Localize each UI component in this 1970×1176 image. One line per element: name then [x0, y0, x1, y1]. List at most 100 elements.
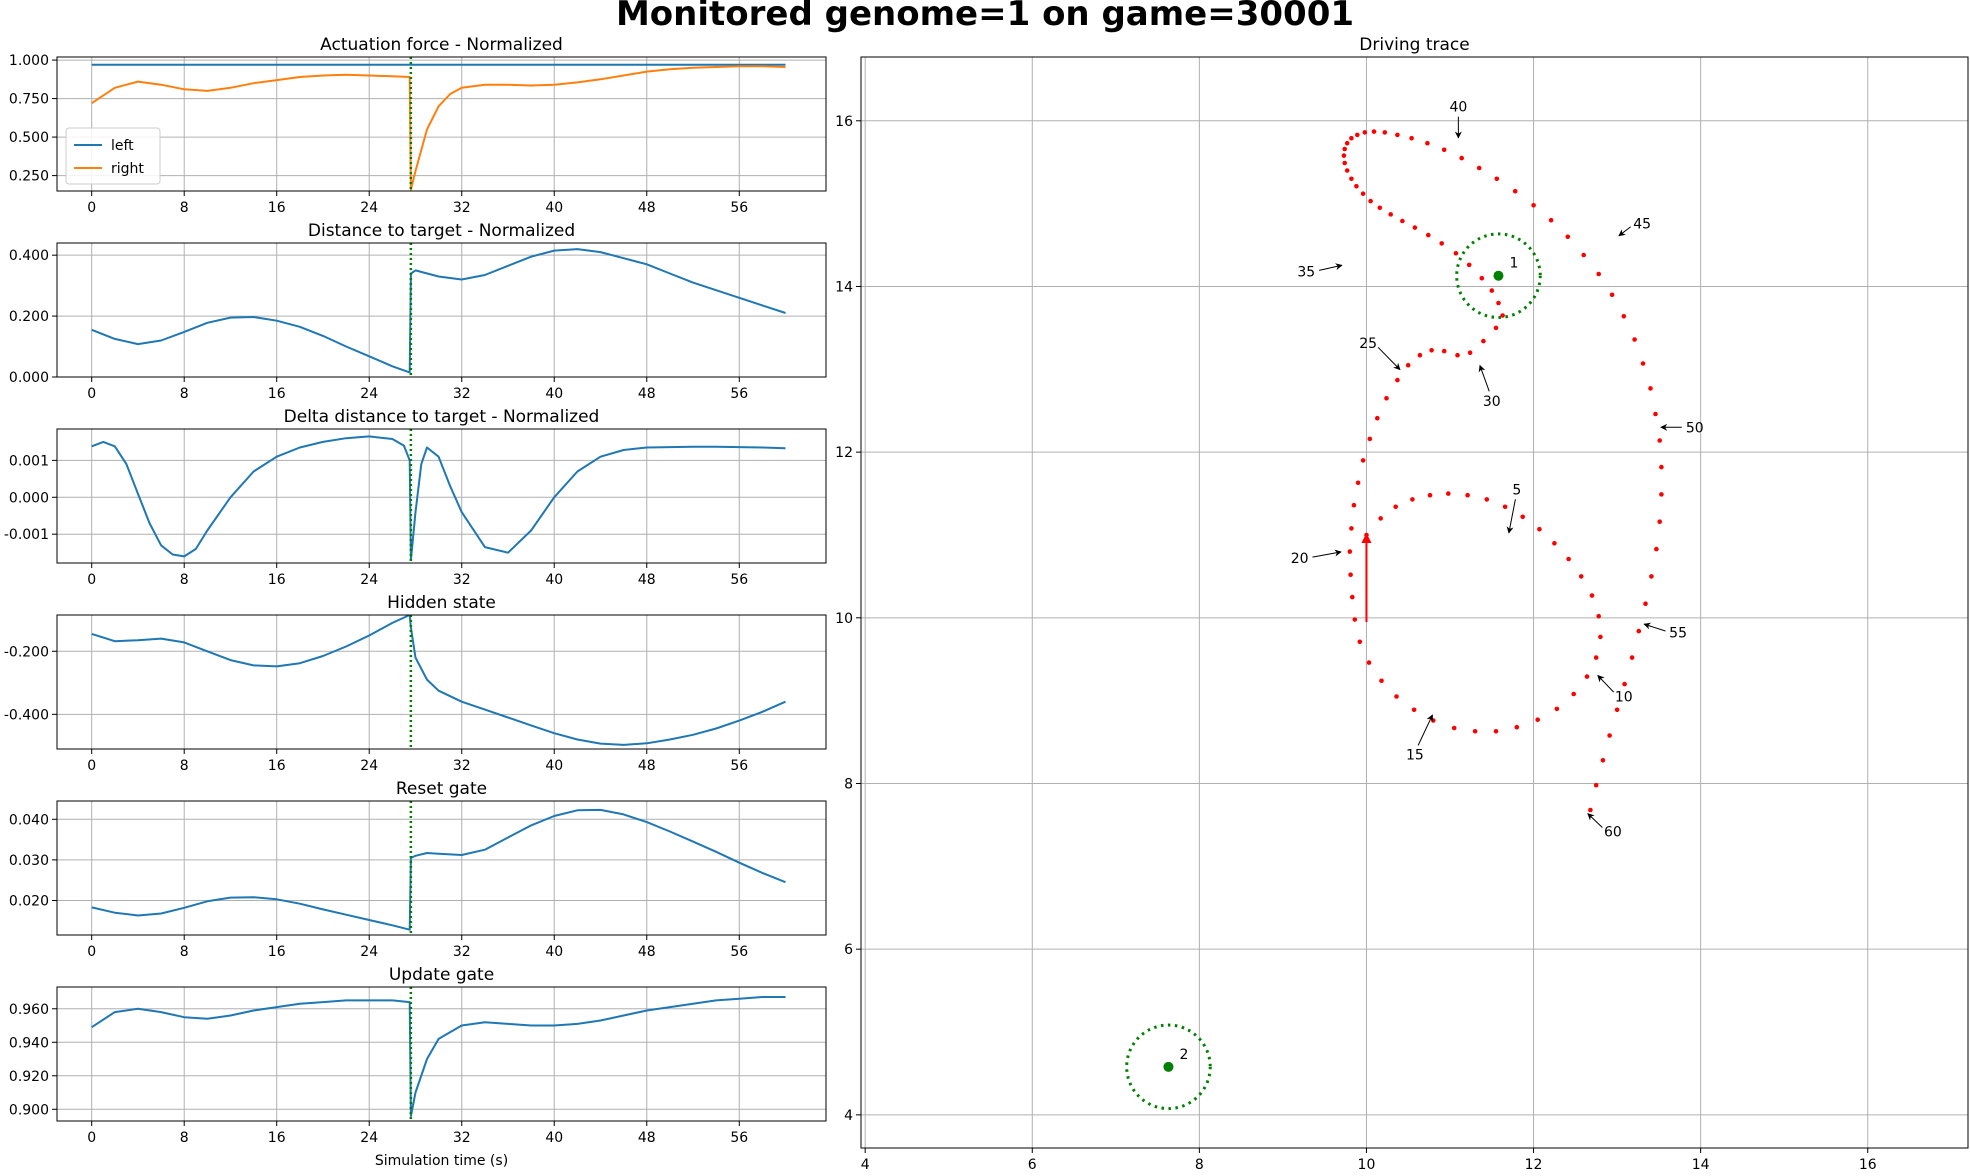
x-tick-label: 16 [268, 1130, 286, 1146]
y-tick-label: 6 [844, 942, 853, 958]
axis-ticks: 0 8 16 24 32 40 48 56 0.250 0.500 0.750 1.000 [9, 53, 826, 216]
x-tick-label: 48 [638, 200, 656, 216]
trace-point [1411, 707, 1417, 713]
y-tick-label: 1.000 [9, 53, 49, 69]
trace-point [1548, 217, 1554, 223]
y-tick-label: 0.500 [9, 130, 49, 146]
trace-point [1410, 497, 1415, 502]
trace-point [1441, 147, 1447, 153]
trace-point [1500, 313, 1505, 318]
x-tick-label: 48 [638, 758, 656, 774]
y-tick-label: 0.960 [9, 1002, 49, 1018]
annotation-label: 45 [1633, 217, 1651, 233]
trace-point [1453, 251, 1459, 256]
trace-point [1352, 617, 1358, 622]
x-tick-label: 16 [268, 572, 286, 588]
trace-point [1459, 155, 1464, 161]
trace-point [1354, 183, 1359, 189]
trace-point [1355, 132, 1360, 138]
annotation-label: 40 [1449, 100, 1467, 116]
x-tick-label: 48 [638, 1130, 656, 1146]
x-tick-label: 32 [453, 386, 471, 402]
axes-frame [56, 242, 827, 378]
x-tick-label: 40 [545, 758, 563, 774]
trace-point [1348, 572, 1353, 577]
annotation-label: 30 [1483, 394, 1501, 410]
series-line-value [91, 615, 786, 746]
trace-point [1643, 601, 1648, 606]
x-tick-label: 16 [268, 944, 286, 960]
y-tick-label: -0.001 [4, 527, 49, 543]
y-tick-label: 0.940 [9, 1035, 49, 1051]
trace-point [1571, 691, 1576, 697]
trace-point [1378, 516, 1383, 521]
y-tick-label: 4 [844, 1108, 853, 1124]
x-tick-label: 40 [545, 200, 563, 216]
y-tick-label: 0.920 [9, 1069, 49, 1085]
target-label: 1 [1509, 256, 1518, 272]
trace-point [1653, 411, 1658, 417]
trace-point [1648, 386, 1653, 391]
trace-point [1614, 707, 1620, 713]
trace-point [1355, 480, 1361, 486]
x-tick-label: 8 [1195, 1157, 1204, 1173]
trace-point [1502, 504, 1508, 510]
legend-label-right: right [111, 161, 144, 177]
trace-point [1344, 140, 1350, 146]
trace-point [1431, 718, 1436, 723]
annotation-label: 5 [1512, 482, 1521, 498]
annotation-arrow [1587, 813, 1603, 828]
axis-ticks: 0 8 16 24 32 40 48 56 0.020 0.030 0.040 [9, 801, 826, 960]
trace-point [1465, 492, 1470, 498]
trace-point [1393, 504, 1398, 510]
figure-title: Monitored genome=1 on game=30001 [615, 0, 1355, 34]
trace-point [1367, 436, 1373, 442]
axis-ticks: 0 8 16 24 32 40 48 56 0.900 0.920 0.940 0.960 [9, 987, 826, 1146]
trace-point [1366, 660, 1372, 665]
trace-point [1360, 191, 1366, 196]
x-tick-label: 16 [268, 386, 286, 402]
trace-point [1484, 497, 1490, 502]
y-tick-label: 16 [835, 114, 853, 130]
series-line-value [91, 248, 786, 374]
x-tick-label: 8 [180, 386, 189, 402]
axis-ticks: 0 8 16 24 32 40 48 56 -0.001 0.000 0.001 [4, 429, 826, 588]
annotation-arrow [1319, 263, 1343, 271]
trace-point [1531, 203, 1536, 208]
trace-point [1622, 681, 1627, 687]
trace-point [1417, 352, 1423, 358]
axes-frame [56, 614, 827, 750]
trace-point [1481, 338, 1486, 344]
x-tick-label: 56 [730, 386, 748, 402]
trace-point [1494, 176, 1500, 182]
x-tick-label: 8 [180, 944, 189, 960]
trace-point [1472, 729, 1478, 734]
x-tick-label: 24 [360, 386, 378, 402]
trace-point [1607, 733, 1612, 738]
y-tick-label: -0.400 [4, 707, 49, 723]
actuation-force-subplot: Actuation force - Normalized 0 8 16 24 32 40 4… [9, 35, 827, 216]
trace-point [1489, 288, 1495, 293]
x-tick-label: 32 [453, 758, 471, 774]
x-tick-label: 48 [638, 944, 656, 960]
trace-point [1395, 132, 1400, 138]
annotation-label: 20 [1291, 551, 1309, 567]
trace-point [1347, 549, 1353, 554]
trace-point [1565, 234, 1571, 240]
chart-title: Distance to target - Normalized [308, 221, 575, 241]
trace-point [1426, 232, 1431, 238]
trace-point [1535, 717, 1540, 722]
trace-point [1584, 674, 1590, 679]
chart-title: Reset gate [396, 779, 487, 799]
x-tick-label: 48 [638, 572, 656, 588]
trace-point [1349, 176, 1354, 182]
x-tick-label: 16 [268, 200, 286, 216]
y-tick-label: 0.000 [9, 370, 49, 386]
y-tick-label: 8 [844, 777, 853, 793]
axes-frame [860, 56, 1969, 1149]
target-1: 1 [1455, 232, 1542, 319]
x-tick-label: 16 [1859, 1157, 1877, 1173]
annotation-label: 10 [1615, 690, 1633, 706]
y-tick-label: 0.750 [9, 92, 49, 108]
